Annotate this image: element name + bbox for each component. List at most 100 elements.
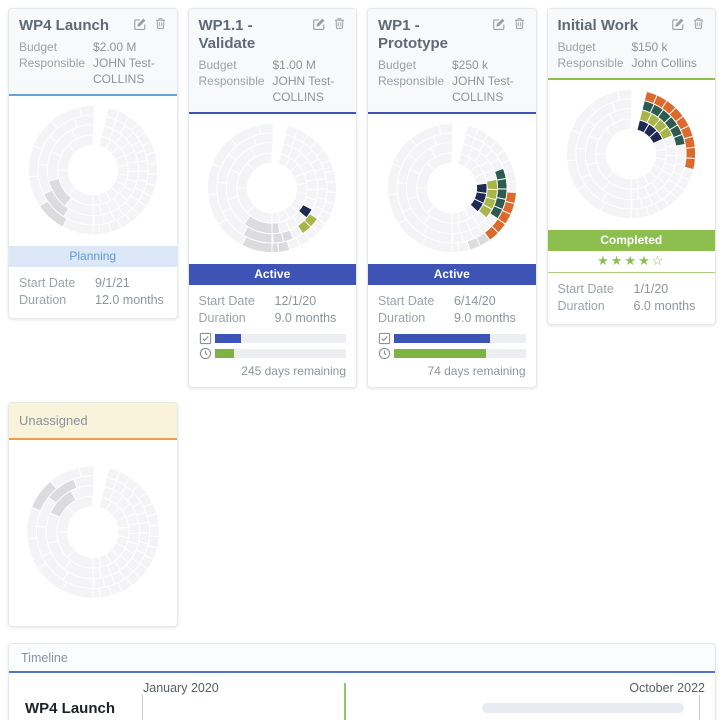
unassigned-row: Unassigned <box>8 402 716 627</box>
sunburst-chart <box>9 440 177 626</box>
start-date-label: Start Date <box>378 294 435 308</box>
card-footer: Start Date 12/1/20 Duration 9.0 months 245… <box>189 285 357 387</box>
responsible-value: JOHN Test-COLLINS <box>93 56 155 86</box>
today-marker-line <box>344 683 347 720</box>
responsible-label: Responsible <box>19 56 86 70</box>
duration-value: 9.0 months <box>454 311 516 325</box>
budget-value: $150 k <box>631 40 668 54</box>
duration-value: 6.0 months <box>633 299 696 313</box>
gantt-bar-gray <box>481 703 684 713</box>
responsible-value: JOHN Test-COLLINS <box>272 74 335 104</box>
card-initial-work[interactable]: Initial Work Budget $150 k Responsible Joh… <box>546 8 716 325</box>
card-header: WP4 Launch Budget $2.00 M Responsible JOHN… <box>9 9 177 96</box>
card-wp11-validate[interactable]: WP1.1 - Validate Budget $1.00 M Responsib… <box>187 8 357 388</box>
start-date-value: 6/14/20 <box>454 294 496 308</box>
task-progress-fill <box>214 334 241 343</box>
budget-label: Budget <box>557 40 596 54</box>
status-badge: Completed <box>547 230 715 251</box>
card-title: Unassigned <box>19 413 88 428</box>
task-progress <box>378 332 526 345</box>
card-header: WP1 - Prototype Budget $250 k Responsible… <box>368 9 536 114</box>
days-remaining: 74 days remaining <box>427 364 526 378</box>
checkbox-icon <box>378 332 391 345</box>
row-label: WP4 Launch <box>25 700 116 717</box>
start-date-label: Start Date <box>198 294 255 308</box>
start-date-value: 12/1/20 <box>274 294 317 308</box>
sunburst-chart <box>9 96 177 246</box>
pencil-edit-icon <box>312 18 326 34</box>
task-progress-fill <box>394 334 490 343</box>
pencil-edit-icon <box>133 18 147 34</box>
gantt-row <box>142 699 699 719</box>
days-remaining: 245 days remaining <box>241 364 346 378</box>
card-wp4-launch[interactable]: WP4 Launch Budget $2.00 M Responsible JOHN… <box>8 8 178 319</box>
delete-button[interactable] <box>513 17 526 30</box>
timeline-panel: Timeline January 2020 October 2022 WP4 L… <box>8 643 716 720</box>
task-progress-track <box>214 334 346 343</box>
status-badge: Active <box>368 264 536 285</box>
duration-value: 12.0 months <box>95 293 164 307</box>
budget-label: Budget <box>19 40 58 54</box>
edit-button[interactable] <box>312 17 326 31</box>
sunburst-chart <box>368 114 536 264</box>
delete-button[interactable] <box>692 17 705 30</box>
status-badge: Active <box>188 264 356 285</box>
timeline-body: January 2020 October 2022 WP4 Launch WP1… <box>9 673 715 720</box>
edit-button[interactable] <box>133 17 147 31</box>
start-date-label: Start Date <box>557 282 614 296</box>
card-title: WP1.1 - Validate <box>198 17 256 52</box>
sunburst-chart <box>548 80 716 230</box>
duration-label: Duration <box>19 293 67 307</box>
budget-value: $2.00 M <box>93 40 137 54</box>
task-progress-track <box>394 334 526 343</box>
delete-button[interactable] <box>333 17 346 30</box>
card-wp1-prototype[interactable]: WP1 - Prototype Budget $250 k Responsible… <box>367 8 537 388</box>
work-package-row: WP4 Launch Budget $2.00 M Responsible JOHN… <box>8 8 716 388</box>
axis-end-line <box>699 695 700 720</box>
axis-start-line <box>142 695 143 720</box>
trash-icon <box>154 18 167 33</box>
duration-label: Duration <box>378 311 426 325</box>
card-unassigned[interactable]: Unassigned <box>8 402 178 627</box>
budget-label: Budget <box>198 58 237 72</box>
responsible-label: Responsible <box>378 74 445 88</box>
timeline-row-labels: WP4 Launch WP1.1 - Validate WP1 - Protot… <box>25 699 141 720</box>
card-header: WP1.1 - Validate Budget $1.00 M Responsib… <box>188 9 356 114</box>
axis-start-label: January 2020 <box>143 681 219 695</box>
edit-button[interactable] <box>671 17 685 31</box>
responsible-value: JOHN Test-COLLINS <box>452 74 514 104</box>
duration-label: Duration <box>198 311 246 325</box>
budget-label: Budget <box>378 58 417 72</box>
card-footer: Start Date 1/1/20 Duration 6.0 months <box>548 273 716 324</box>
gantt-chart <box>142 683 700 720</box>
delete-button[interactable] <box>154 17 167 30</box>
start-date-label: Start Date <box>19 276 76 290</box>
card-title: WP4 Launch <box>19 17 110 34</box>
duration-label: Duration <box>557 299 605 313</box>
duration-value: 9.0 months <box>274 311 337 325</box>
pencil-edit-icon <box>492 18 506 34</box>
time-progress <box>199 347 346 360</box>
time-progress-track <box>214 349 346 358</box>
edit-button[interactable] <box>492 17 506 31</box>
start-date-value: 1/1/20 <box>633 282 669 296</box>
task-progress <box>199 332 346 345</box>
timeline-title: Timeline <box>9 644 715 673</box>
card-header: Initial Work Budget $150 k Responsible Joh… <box>547 9 715 80</box>
card-footer: Start Date 6/14/20 Duration 9.0 months 74 … <box>368 285 536 387</box>
responsible-label: Responsible <box>198 74 265 88</box>
trash-icon <box>513 18 526 33</box>
axis-end-label: October 2022 <box>629 681 705 695</box>
status-badge: Planning <box>9 246 177 267</box>
time-progress-fill <box>214 349 235 358</box>
time-progress-fill <box>394 349 487 358</box>
budget-value: $1.00 M <box>272 58 316 72</box>
clock-icon <box>378 347 391 360</box>
time-progress-track <box>394 349 526 358</box>
sunburst-chart <box>189 114 357 264</box>
start-date-value: 9/1/21 <box>95 276 130 290</box>
pencil-edit-icon <box>671 18 685 34</box>
clock-icon <box>199 347 212 360</box>
card-footer: Start Date 9/1/21 Duration 12.0 months <box>9 267 177 318</box>
